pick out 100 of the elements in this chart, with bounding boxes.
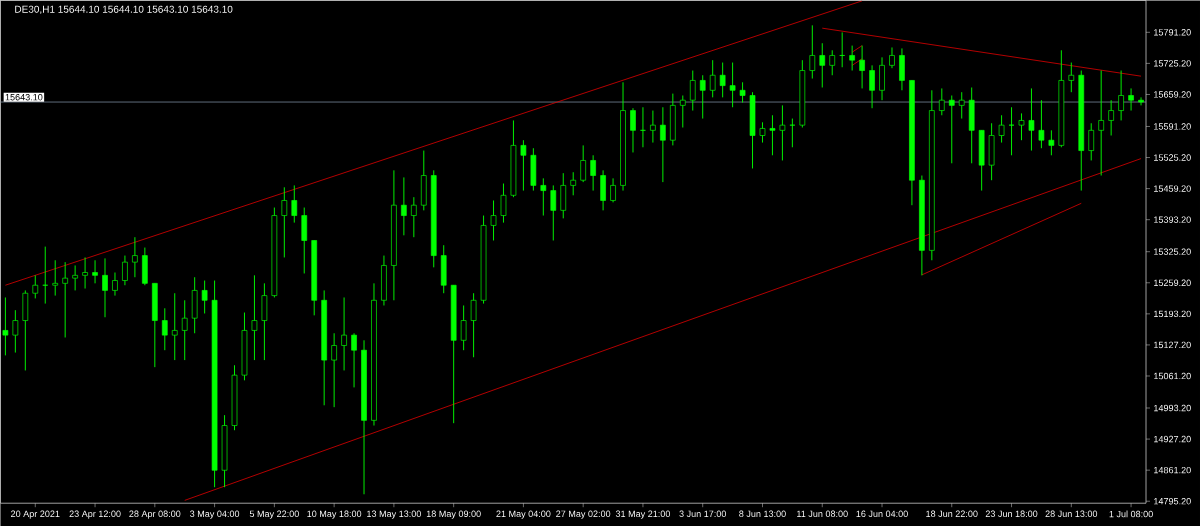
y-tick-label: 15193.20 xyxy=(1154,310,1191,317)
candlestick xyxy=(122,255,128,286)
candlestick xyxy=(630,107,636,153)
y-tick-label: 15325.20 xyxy=(1154,248,1191,255)
candlestick xyxy=(490,199,497,241)
candlestick xyxy=(52,259,59,296)
candlestick xyxy=(331,332,337,408)
candlestick xyxy=(729,61,736,108)
candlestick xyxy=(819,42,826,88)
candlestick xyxy=(62,261,68,338)
candlestick xyxy=(719,61,726,98)
candlestick xyxy=(32,274,39,299)
candlestick xyxy=(869,64,875,109)
candlestick xyxy=(590,154,596,191)
candlestick xyxy=(849,45,855,71)
candlestick xyxy=(1018,112,1025,141)
candlestick xyxy=(1048,129,1055,156)
candlestick xyxy=(570,171,577,196)
candlestick xyxy=(72,264,78,291)
y-tick-label: 14795.20 xyxy=(1154,497,1191,505)
candlestick xyxy=(650,109,656,143)
candlestick xyxy=(1138,96,1144,106)
candlestick xyxy=(859,45,865,89)
x-tick-label: 23 Jun 18:00 xyxy=(985,510,1038,517)
y-tick-label: 15659.20 xyxy=(1154,91,1191,98)
y-tick-label: 14861.20 xyxy=(1154,466,1191,474)
y-tick-label: 15061.20 xyxy=(1154,372,1191,380)
candlestick xyxy=(610,177,616,203)
candlestick xyxy=(12,309,19,353)
x-tick-label: 13 May 13:00 xyxy=(367,510,421,519)
candlestick xyxy=(1028,87,1035,151)
y-tick-label: 15591.20 xyxy=(1154,123,1191,130)
candlestick xyxy=(1098,69,1105,176)
x-tick-label: 10 May 18:00 xyxy=(307,510,362,519)
candlestick xyxy=(351,332,357,388)
x-tick-label: 16 Jun 04:00 xyxy=(856,510,908,517)
y-tick-label: 15525.20 xyxy=(1154,154,1191,161)
candlestick xyxy=(161,307,168,351)
candlestick xyxy=(82,256,88,289)
candlestick xyxy=(1108,99,1114,136)
x-tick-label: 28 Apr 08:00 xyxy=(129,510,181,519)
candlestick xyxy=(739,81,746,103)
y-tick-label: 15127.20 xyxy=(1154,341,1191,349)
candlestick xyxy=(709,59,716,98)
y-tick-label: 15393.20 xyxy=(1154,216,1191,223)
candlestick xyxy=(132,236,138,278)
x-tick-label: 18 May 09:00 xyxy=(426,510,481,519)
candlestick xyxy=(660,106,666,183)
x-tick-label: 23 Apr 12:00 xyxy=(69,510,121,519)
candlestick xyxy=(1068,61,1075,93)
x-tick-label: 20 Apr 2021 xyxy=(11,510,60,519)
x-tick-label: 27 May 02:00 xyxy=(556,510,611,519)
y-tick-label: 15725.20 xyxy=(1154,60,1191,67)
candlestick xyxy=(401,176,407,236)
x-tick-label: 1 Jul 08:00 xyxy=(1109,510,1153,518)
x-tick-label: 11 Jun 08:00 xyxy=(797,510,848,517)
candlestick xyxy=(411,196,417,238)
x-tick-label: 8 Jun 13:00 xyxy=(739,510,786,517)
candlestick xyxy=(769,114,776,156)
x-tick-label: 18 Jun 22:00 xyxy=(926,510,978,517)
x-tick-label: 5 May 22:00 xyxy=(249,510,299,519)
candlestick xyxy=(938,87,945,116)
x-tick-label: 28 Jun 13:00 xyxy=(1045,510,1098,517)
candlestick xyxy=(809,24,816,79)
candlestick xyxy=(251,274,258,361)
candlestick xyxy=(1118,69,1124,121)
candlestick xyxy=(958,91,965,119)
candlestick xyxy=(181,299,188,361)
candlestick xyxy=(889,46,895,69)
ref-line-label: 15643.10 xyxy=(5,93,43,101)
candlestick xyxy=(112,271,118,296)
chart-title: DE30,H1 15644.10 15644.10 15643.10 15643.10 xyxy=(15,5,233,14)
y-tick-label: 15791.20 xyxy=(1154,29,1191,36)
candlestick xyxy=(520,139,527,191)
y-tick-label: 15459.20 xyxy=(1154,185,1191,192)
candlestick xyxy=(2,296,9,356)
candlestick xyxy=(460,304,467,351)
candlestick xyxy=(550,184,557,241)
candlestick xyxy=(92,259,98,284)
candlestick xyxy=(1128,87,1134,111)
candlestick xyxy=(201,279,208,314)
candlestick xyxy=(679,94,686,128)
candlestick xyxy=(470,292,477,358)
y-tick-label: 15259.20 xyxy=(1154,279,1191,286)
candlestick xyxy=(500,182,507,223)
candlestick xyxy=(948,94,955,164)
y-tick-label: 14993.20 xyxy=(1154,404,1191,412)
candlestick xyxy=(699,74,706,119)
candlestick xyxy=(998,114,1005,143)
candlestick xyxy=(689,69,696,111)
candlestick xyxy=(1038,99,1045,149)
candlestick xyxy=(759,121,766,143)
candlestick xyxy=(580,144,587,183)
y-tick-label: 14927.20 xyxy=(1154,435,1191,443)
x-tick-label: 3 Jun 17:00 xyxy=(679,510,727,517)
candlestick xyxy=(1088,122,1095,161)
x-tick-label: 3 May 04:00 xyxy=(190,510,240,519)
candlestick xyxy=(829,49,836,76)
candlestick xyxy=(341,296,347,371)
candlestick xyxy=(779,104,786,161)
